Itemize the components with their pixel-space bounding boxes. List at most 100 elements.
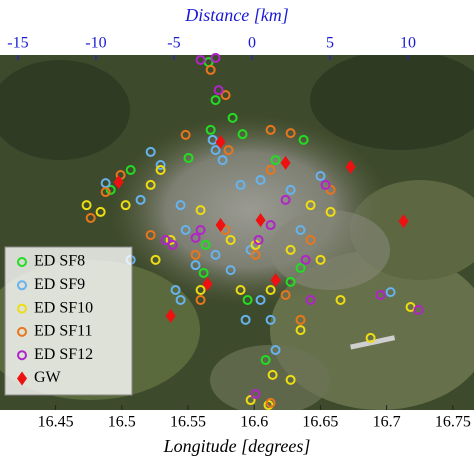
point [190,249,201,260]
point [280,194,291,205]
x2-tick-label: -10 [85,35,106,52]
legend-label: ED SF8 [34,253,85,270]
point [255,294,266,305]
legend-label: ED SF10 [34,299,93,316]
point [180,225,191,236]
point [235,179,246,190]
x-tick-label: 16.55 [170,414,206,431]
x2-tick-label: 5 [326,35,334,52]
legend-marker [17,280,27,291]
point [195,205,206,216]
point [195,225,206,236]
point [267,369,278,380]
point [85,212,96,223]
point [413,304,424,315]
point [298,134,309,145]
point [125,165,136,176]
point [120,200,131,211]
legend-marker [17,326,27,337]
point [245,395,256,406]
point [95,206,106,217]
point [180,129,191,140]
legend-label: GW [34,369,62,386]
point [165,308,176,323]
point [207,134,218,145]
x2-tick-label: -5 [167,35,180,52]
point [365,332,376,343]
point [105,184,116,195]
point [315,254,326,265]
point [145,229,156,240]
point [195,285,206,296]
x2-axis-label: Distance [km] [184,5,288,25]
point [305,200,316,211]
point [175,200,186,211]
point [205,64,216,75]
legend-box [4,246,133,396]
point [305,294,316,305]
point [255,213,266,228]
point [335,294,346,305]
point [260,354,271,365]
legend-marker [17,303,27,314]
point [210,52,221,63]
point [135,194,146,205]
point [280,289,291,300]
point [398,214,409,229]
point [270,155,281,166]
point [285,184,296,195]
point [385,287,396,298]
legend: ED SF8 ED SF9 ED SF10 ED SF11 ED SF12 GW [4,246,133,396]
series [113,134,409,323]
legend-marker [17,257,27,267]
series [100,134,396,356]
point [220,90,231,101]
point [165,234,176,245]
x-tick-label: 16.45 [38,414,74,431]
point [160,234,171,245]
point [295,325,306,336]
point [205,124,216,135]
x-tick-label: 16.75 [435,414,471,431]
point [325,206,336,217]
point [145,146,156,157]
point [167,239,178,250]
point [145,179,156,190]
legend-marker [17,371,27,386]
point [150,254,161,265]
series [160,52,424,400]
x-tick-label: 16.6 [240,414,268,431]
point [263,400,274,411]
point [305,234,316,245]
x2-tick-label: 0 [248,35,256,52]
point [210,145,221,156]
point [190,232,201,243]
legend-marker [17,350,27,361]
point [175,294,186,305]
point [250,249,261,260]
x2-tick-label: 10 [400,35,416,52]
point [213,85,224,96]
point [265,314,276,325]
point [225,265,236,276]
x-tick-label: 16.5 [108,414,136,431]
point [265,165,276,176]
point [295,263,306,273]
point [198,267,209,278]
point [250,389,261,400]
point [285,374,296,385]
x-tick-label: 16.65 [302,414,338,431]
point [195,54,206,65]
point [240,314,251,325]
point [215,134,226,149]
point [223,145,234,156]
point [81,200,92,211]
point [253,234,264,245]
point [113,175,124,190]
point [315,171,326,182]
point [202,276,213,291]
point [265,124,276,135]
series [81,165,416,411]
point [255,174,266,185]
point [265,285,276,296]
